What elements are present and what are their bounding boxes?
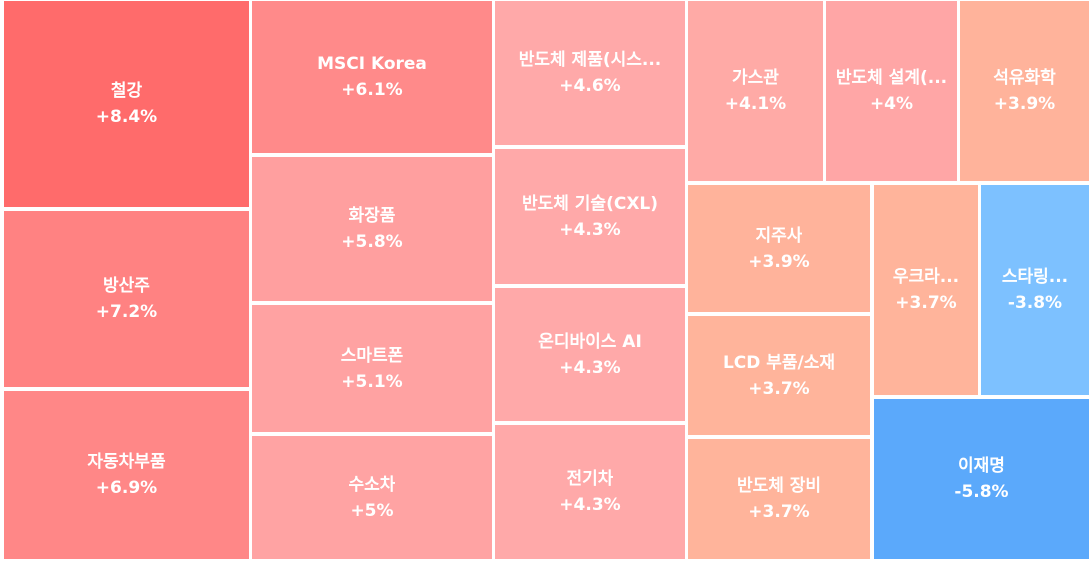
tile-label: 스마트폰	[340, 345, 404, 366]
treemap-tile[interactable]: 반도체 기술(CXL) +4.3%	[495, 149, 685, 284]
tile-label: 방산주	[103, 276, 150, 296]
tile-value: +5.1%	[341, 371, 403, 392]
treemap-tile[interactable]: LCD 부품/소재 +3.7%	[688, 316, 870, 435]
tile-label: 온디바이스 AI	[538, 331, 642, 352]
treemap-tile[interactable]: 반도체 장비 +3.7%	[688, 439, 870, 559]
tile-value: -3.8%	[1007, 293, 1063, 313]
tile-value: +4.3%	[559, 219, 621, 240]
tile-label: 우크라...	[892, 267, 960, 287]
tile-value: +7.2%	[95, 302, 158, 322]
treemap-tile[interactable]: 스타링... -3.8%	[981, 185, 1089, 395]
treemap-tile[interactable]: 반도체 제품(시스... +4.6%	[495, 1, 685, 145]
tile-label: 반도체 설계(...	[835, 68, 948, 88]
treemap-tile[interactable]: 화장품 +5.8%	[252, 157, 492, 301]
tile-label: 반도체 장비	[736, 476, 822, 496]
tile-label: 이재명	[958, 456, 1005, 476]
treemap-tile[interactable]: 방산주 +7.2%	[4, 211, 249, 387]
tile-label: 수소차	[348, 474, 396, 495]
treemap-tile[interactable]: 스마트폰 +5.1%	[252, 305, 492, 432]
tile-value: +6.1%	[341, 80, 403, 100]
tile-label: LCD 부품/소재	[722, 352, 836, 373]
treemap-tile[interactable]: 우크라... +3.7%	[874, 185, 978, 395]
tile-value: +3.7%	[748, 502, 810, 522]
tile-label: 철강	[110, 81, 143, 101]
tile-value: +3.7%	[748, 378, 810, 399]
tile-label: 전기차	[566, 469, 614, 489]
tile-label: 화장품	[348, 206, 396, 226]
treemap-tile[interactable]: 석유화학 +3.9%	[960, 1, 1089, 181]
tile-label: 자동차부품	[87, 452, 166, 472]
tile-label: 석유화학	[993, 68, 1056, 88]
treemap-tile[interactable]: 반도체 설계(... +4%	[826, 1, 957, 181]
tile-value: +5.8%	[341, 232, 403, 252]
tile-value: +4.3%	[559, 357, 621, 378]
treemap-tile[interactable]: 수소차 +5%	[252, 436, 492, 559]
tile-value: +3.9%	[748, 251, 810, 272]
tile-label: 스타링...	[1001, 267, 1069, 287]
tile-label: MSCI Korea	[317, 54, 427, 74]
tile-value: +4.6%	[559, 76, 621, 96]
tile-value: +3.7%	[895, 293, 957, 313]
tile-value: +6.9%	[95, 478, 158, 498]
treemap-tile[interactable]: 가스관 +4.1%	[688, 1, 823, 181]
tile-label: 반도체 기술(CXL)	[521, 193, 659, 214]
treemap-tile[interactable]: 이재명 -5.8%	[874, 399, 1089, 559]
tile-label: 가스관	[732, 68, 779, 88]
tile-value: +5%	[350, 500, 394, 521]
treemap-tile[interactable]: MSCI Korea +6.1%	[252, 1, 492, 153]
treemap-tile[interactable]: 온디바이스 AI +4.3%	[495, 288, 685, 421]
tile-label: 지주사	[755, 225, 803, 246]
tile-value: +4.3%	[559, 495, 621, 515]
tile-value: +4.1%	[724, 94, 787, 114]
treemap-tile[interactable]: 전기차 +4.3%	[495, 425, 685, 559]
tile-value: +3.9%	[993, 94, 1056, 114]
tile-label: 반도체 제품(시스...	[518, 50, 662, 70]
tile-value: +8.4%	[95, 107, 158, 127]
treemap-tile[interactable]: 지주사 +3.9%	[688, 185, 870, 312]
treemap-tile[interactable]: 철강 +8.4%	[4, 1, 249, 207]
tile-value: +4%	[869, 94, 914, 114]
tile-value: -5.8%	[954, 482, 1009, 502]
treemap-tile[interactable]: 자동차부품 +6.9%	[4, 391, 249, 559]
